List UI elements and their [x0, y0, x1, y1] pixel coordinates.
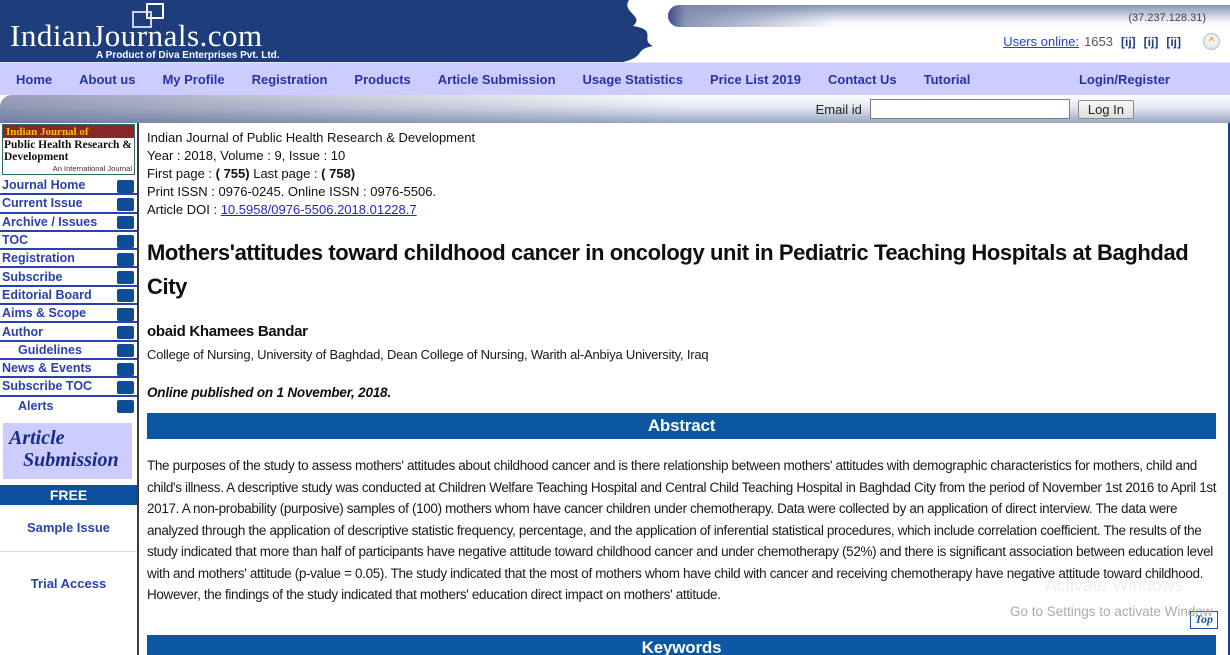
users-online-link[interactable]: Users online:: [1003, 34, 1080, 49]
sample-issue-link[interactable]: Sample Issue: [26, 519, 111, 535]
main-navbar: Home About us My Profile Registration Pr…: [0, 62, 1230, 95]
email-input[interactable]: [869, 99, 1070, 119]
favicon-badge-icon: [ij]: [1120, 34, 1136, 49]
sidebar-item-author[interactable]: Author: [0, 323, 137, 342]
body: Indian Journal of Public Health Research…: [0, 123, 1230, 655]
journal-banner-line3: An International Journal: [3, 164, 134, 174]
users-online-count: 1653: [1084, 34, 1113, 49]
bullet-square-icon: [117, 344, 134, 358]
sidebar-item-toc[interactable]: TOC: [0, 232, 137, 251]
bullet-square-icon: [117, 234, 134, 248]
favicon-badge-icon: [ij]: [1143, 34, 1159, 49]
top-link[interactable]: Top: [1189, 610, 1218, 629]
free-label: FREE: [0, 484, 137, 505]
nav-item-contact-us[interactable]: Contact Us: [828, 71, 897, 87]
article-submission-banner[interactable]: Article Submission: [3, 422, 132, 479]
abstract-text: The purposes of the study to assess moth…: [147, 458, 1217, 602]
journal-banner: Indian Journal of Public Health Research…: [2, 124, 135, 175]
nav-item-article-submission[interactable]: Article Submission: [437, 71, 556, 87]
bullet-square-icon: [117, 380, 134, 394]
meta-pages-line: First page : ( 755) Last page : ( 758): [147, 166, 356, 181]
scroll-top-icon[interactable]: ^: [1203, 33, 1220, 50]
sidebar: Indian Journal of Public Health Research…: [0, 123, 139, 655]
meta-doi-line: Article DOI : 10.5958/0976-5506.2018.012…: [147, 202, 417, 217]
bullet-square-icon: [117, 179, 134, 193]
bullet-square-icon: [117, 307, 134, 321]
journal-banner-line2: Public Health Research & Development: [3, 138, 134, 164]
logo-tagline: A Product of Diva Enterprises Pvt. Ltd.: [96, 50, 280, 61]
users-online-row: Users online: 1653 [ij] [ij] [ij] ^: [1003, 33, 1220, 50]
sidebar-divider: [0, 550, 137, 552]
sidebar-item-journal-home[interactable]: Journal Home: [0, 177, 137, 196]
sidebar-item-subscribe-toc[interactable]: Subscribe TOC: [0, 378, 137, 397]
abstract-heading: Abstract: [147, 413, 1216, 439]
nav-item-about-us[interactable]: About us: [79, 71, 136, 87]
bullet-square-icon: [117, 362, 134, 376]
bullet-square-icon: [117, 271, 134, 285]
bullet-square-icon: [117, 400, 134, 414]
nav-item-registration[interactable]: Registration: [251, 71, 328, 87]
bullet-square-icon: [117, 289, 134, 303]
sidebar-item-subscribe[interactable]: Subscribe: [0, 268, 137, 287]
article-author: obaid Khamees Bandar: [147, 323, 308, 340]
bullet-square-icon: [117, 252, 134, 266]
email-label: Email id: [815, 101, 862, 117]
keywords-heading: Keywords: [147, 634, 1216, 655]
sidebar-item-current-issue[interactable]: Current Issue: [0, 195, 137, 214]
nav-item-home[interactable]: Home: [16, 71, 53, 87]
trial-access-link[interactable]: Trial Access: [30, 575, 107, 591]
header: IndianJournals.com A Product of Diva Ent…: [0, 0, 1230, 62]
meta-journal-name: Indian Journal of Public Health Research…: [147, 130, 476, 145]
bullet-square-icon: [117, 197, 134, 211]
meta-issn-line: Print ISSN : 0976-0245. Online ISSN : 09…: [147, 184, 437, 199]
ip-address: (37.237.128.31): [1128, 12, 1206, 24]
article-title: Mothers'attitudes toward childhood cance…: [147, 240, 1189, 299]
sidebar-item-news-events[interactable]: News & Events: [0, 360, 137, 379]
sidebar-item-alerts[interactable]: Alerts: [0, 397, 137, 415]
bullet-square-icon: [117, 216, 134, 230]
favicon-badge-icon: [ij]: [1166, 34, 1181, 49]
article-affiliation: College of Nursing, University of Baghda…: [147, 347, 709, 362]
log-in-button[interactable]: Log In: [1077, 99, 1134, 119]
top-link-row: Top: [147, 610, 1218, 629]
header-gradient-bar: [668, 5, 1230, 27]
sidebar-item-editorial-board[interactable]: Editorial Board: [0, 287, 137, 306]
main-content: Indian Journal of Public Health Research…: [139, 123, 1230, 655]
header-swoosh: [595, 0, 653, 62]
sidebar-links: Journal Home Current Issue Archive / Iss…: [0, 177, 137, 415]
nav-item-tutorial[interactable]: Tutorial: [923, 71, 971, 87]
nav-item-products[interactable]: Products: [354, 71, 411, 87]
article-published-date: Online published on 1 November, 2018.: [147, 385, 391, 400]
journal-banner-line1: Indian Journal of: [3, 125, 134, 138]
article-meta: Indian Journal of Public Health Research…: [147, 129, 1220, 219]
nav-item-usage-statistics[interactable]: Usage Statistics: [582, 71, 683, 87]
nav-item-price-list[interactable]: Price List 2019: [709, 71, 802, 87]
sidebar-item-archive-issues[interactable]: Archive / Issues: [0, 214, 137, 232]
meta-issue-line: Year : 2018, Volume : 9, Issue : 10: [147, 148, 346, 163]
doi-link[interactable]: 10.5958/0976-5506.2018.01228.7: [220, 202, 417, 217]
nav-item-my-profile[interactable]: My Profile: [162, 71, 225, 87]
bullet-square-icon: [117, 326, 134, 340]
nav-login-register[interactable]: Login/Register: [1078, 71, 1170, 87]
sidebar-item-aims-scope[interactable]: Aims & Scope: [0, 305, 137, 324]
site-logo[interactable]: IndianJournals.com: [10, 18, 263, 53]
header-navy-panel: IndianJournals.com A Product of Diva Ent…: [0, 0, 595, 62]
logo-squares-icon: [132, 3, 172, 33]
login-bar: Email id Log In: [0, 95, 1230, 123]
sidebar-item-guidelines[interactable]: Guidelines: [0, 342, 137, 360]
sidebar-item-registration[interactable]: Registration: [0, 250, 137, 269]
